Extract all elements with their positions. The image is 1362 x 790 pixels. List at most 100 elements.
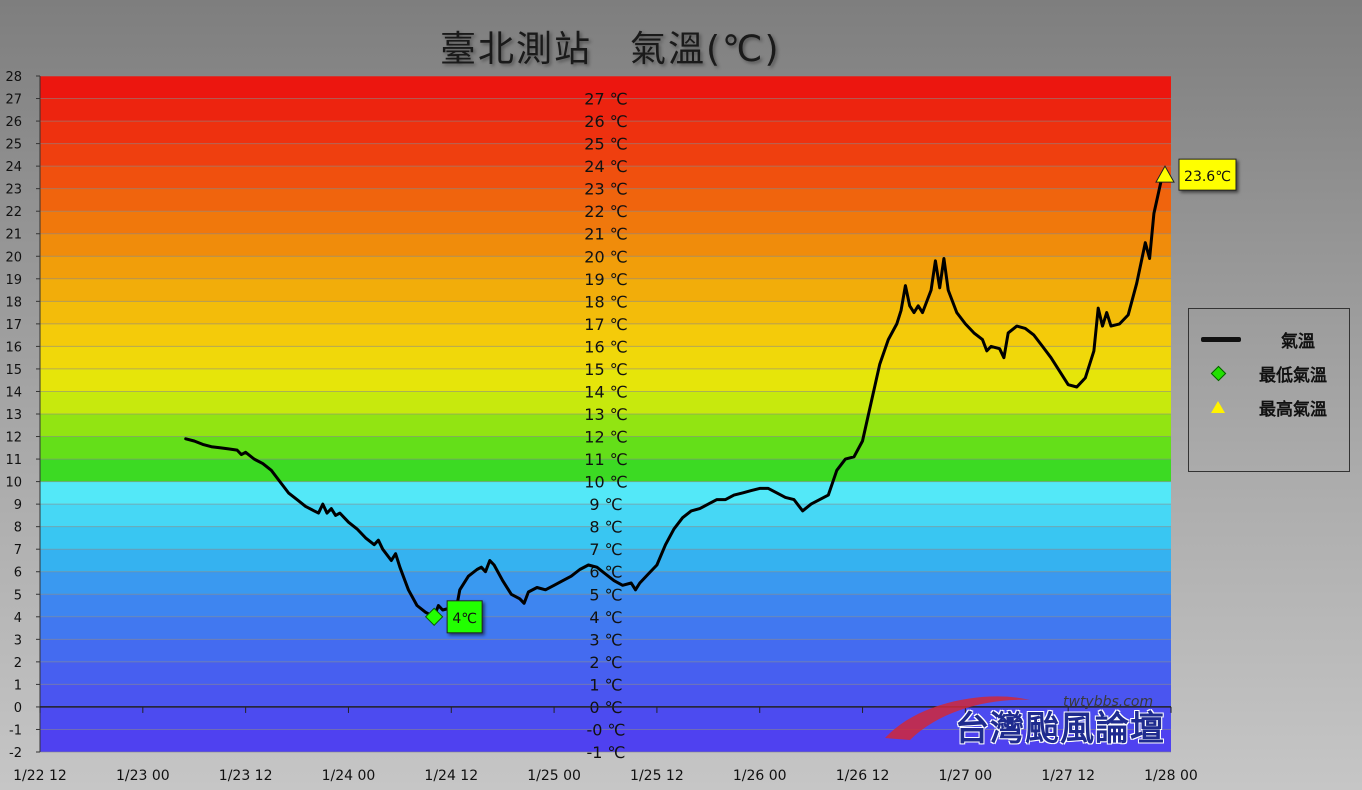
band-label: 7 ℃	[589, 540, 622, 559]
band-label: 9 ℃	[589, 495, 622, 514]
band-label: 26 ℃	[584, 112, 627, 131]
x-tick-label: 1/24 00	[322, 768, 376, 784]
temp-band	[40, 368, 1171, 392]
y-tick-label: 2	[14, 656, 22, 671]
gridlines	[40, 75, 1171, 753]
temp-band	[40, 481, 1171, 505]
band-label: 23 ℃	[584, 180, 627, 199]
band-label: 10 ℃	[584, 473, 627, 492]
y-tick-label: 7	[14, 543, 22, 558]
legend-label: 最高氣溫	[1259, 399, 1327, 420]
y-tick-label: -2	[9, 746, 22, 761]
y-tick-label: 10	[5, 476, 22, 491]
band-label: 15 ℃	[584, 360, 627, 379]
x-tick-label: 1/22 12	[13, 768, 67, 784]
x-tick-label: 1/26 12	[836, 768, 890, 784]
legend-item-temp: 氣溫	[1189, 325, 1349, 353]
min-label-box	[446, 600, 483, 634]
temp-band	[40, 211, 1171, 234]
y-tick-label: 3	[14, 633, 22, 648]
y-tick-label: -1	[9, 723, 22, 738]
y-tick-label: 13	[5, 408, 22, 423]
x-tick-label: 1/28 00	[1144, 768, 1198, 784]
y-tick-label: 26	[5, 115, 22, 130]
band-label: 12 ℃	[584, 428, 627, 447]
legend-label: 氣溫	[1281, 331, 1315, 352]
temp-band	[40, 436, 1171, 460]
band-label: 25 ℃	[584, 135, 627, 154]
band-label: 16 ℃	[584, 337, 627, 356]
temperature-bands	[40, 76, 1171, 752]
temp-band	[40, 188, 1171, 212]
watermark-swoosh-icon	[885, 696, 1030, 740]
band-label: 17 ℃	[584, 315, 627, 334]
y-tick-label: 4	[14, 611, 22, 626]
y-tick-label: 28	[5, 70, 22, 85]
temp-band	[40, 233, 1171, 257]
y-tick-label: 17	[5, 318, 22, 333]
triangle-icon	[1211, 401, 1225, 413]
y-tick-label: 0	[14, 701, 22, 716]
band-label: 18 ℃	[584, 292, 627, 311]
band-label: 21 ℃	[584, 225, 627, 244]
y-tick-label: 27	[5, 93, 22, 108]
band-label: 1 ℃	[589, 675, 622, 694]
temp-band	[40, 706, 1171, 730]
band-label: 5 ℃	[589, 585, 622, 604]
y-tick-label: 5	[14, 588, 22, 603]
line-swatch-icon	[1201, 337, 1241, 342]
x-tick-label: 1/24 12	[424, 768, 478, 784]
legend: 氣溫 最低氣溫 最高氣溫	[1188, 308, 1350, 472]
band-label: -0 ℃	[586, 720, 625, 739]
band-label: 4 ℃	[589, 608, 622, 627]
band-label: 11 ℃	[584, 450, 627, 469]
y-tick-label: 18	[5, 295, 22, 310]
diamond-icon	[1210, 365, 1227, 382]
band-label: 19 ℃	[584, 270, 627, 289]
y-tick-label: 14	[5, 385, 22, 400]
x-tick-label: 1/23 12	[219, 768, 273, 784]
temp-band	[40, 278, 1171, 302]
y-tick-label: 12	[5, 431, 22, 446]
min-marker	[424, 607, 444, 626]
x-tick-label: 1/25 12	[630, 768, 684, 784]
y-tick-label: 23	[5, 183, 22, 198]
x-tick-label: 1/25 00	[527, 768, 581, 784]
temp-band	[40, 526, 1171, 550]
band-label: -1 ℃	[586, 743, 625, 762]
temp-band	[40, 98, 1171, 122]
watermark-logo: 台灣颱風論壇	[955, 709, 1165, 749]
temp-band	[40, 594, 1171, 617]
temp-band	[40, 301, 1171, 324]
temp-band	[40, 549, 1171, 572]
y-tick-label: 15	[5, 363, 22, 378]
temp-band	[40, 684, 1171, 707]
y-tick-label: 19	[5, 273, 22, 288]
x-tick-label: 1/23 00	[116, 768, 170, 784]
y-tick-label: 21	[5, 228, 22, 243]
x-axis: 1/22 12 1/23 00 1/23 12 1/24 00 1/24 12 1/25 …	[13, 706, 1198, 784]
band-label: 3 ℃	[589, 630, 622, 649]
max-label-box	[1178, 158, 1237, 191]
legend-label: 最低氣溫	[1259, 365, 1327, 386]
series-layer	[184, 173, 1164, 619]
band-label: 8 ℃	[589, 518, 622, 537]
y-tick-label: 24	[5, 160, 22, 175]
temp-band	[40, 459, 1171, 482]
band-labels: 27 ℃ 26 ℃ 25 ℃ 24 ℃ 23 ℃ 22 ℃ 21 ℃ 20 ℃ 19 ℃ 18 ℃…	[584, 90, 627, 762]
temp-band	[40, 414, 1171, 437]
y-tick-label: 25	[5, 138, 22, 153]
temperature-line	[184, 173, 1164, 619]
y-tick-label: 9	[14, 498, 22, 513]
temp-band	[40, 616, 1171, 640]
watermark-url: twtybbs.com	[1063, 694, 1154, 710]
temp-band	[40, 143, 1171, 167]
x-tick-label: 1/27 00	[939, 768, 993, 784]
temp-band	[40, 76, 1171, 99]
legend-item-min: 最低氣溫	[1189, 359, 1349, 387]
band-label: 22 ℃	[584, 202, 627, 221]
x-tick-label: 1/27 12	[1041, 768, 1095, 784]
max-label: 23.6℃	[1184, 169, 1231, 185]
y-tick-label: 16	[5, 340, 22, 355]
